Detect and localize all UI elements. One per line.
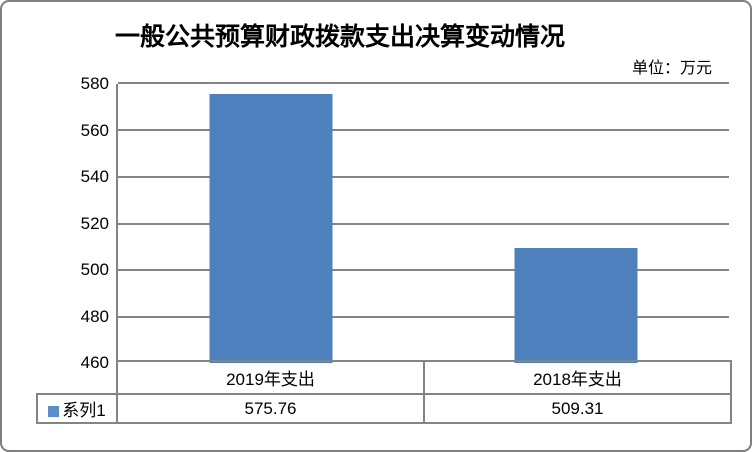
corner-cell	[37, 361, 117, 394]
data-table: 2019年支出 2018年支出 系列1 575.76 509.31	[36, 360, 732, 424]
legend-cell: 系列1	[36, 393, 118, 424]
series-color-swatch	[48, 406, 60, 417]
series-name-label: 系列1	[62, 401, 106, 420]
gridline-480	[118, 315, 729, 318]
y-tick-label-560: 560	[80, 120, 109, 140]
gridline-580	[118, 82, 729, 84]
value-row: 系列1 575.76 509.31	[36, 393, 732, 424]
gridline-560	[118, 129, 729, 132]
category-row: 2019年支出 2018年支出	[37, 360, 732, 395]
y-tick-label-500: 500	[80, 260, 109, 279]
category-cell-2019: 2019年支出	[116, 360, 425, 395]
value-cell-2018: 509.31	[423, 393, 732, 424]
y-tick-label-460: 460	[80, 353, 109, 372]
plot-area	[116, 82, 729, 363]
gridline-540	[118, 175, 729, 178]
category-cell-2018: 2018年支出	[423, 360, 732, 395]
chart-title: 一般公共预算财政拨款支出决算变动情况	[114, 23, 565, 51]
y-tick-label-480: 480	[80, 306, 109, 326]
unit-label: 单位：万元	[631, 60, 712, 77]
gridline-500	[118, 268, 729, 271]
y-tick-label-580: 580	[80, 74, 109, 93]
value-cell-2019: 575.76	[116, 393, 425, 424]
bar-0	[209, 93, 333, 363]
y-tick-label-540: 540	[80, 167, 109, 186]
y-tick-label-520: 520	[80, 213, 109, 233]
bar-1	[514, 248, 638, 363]
gridline-520	[118, 222, 729, 225]
